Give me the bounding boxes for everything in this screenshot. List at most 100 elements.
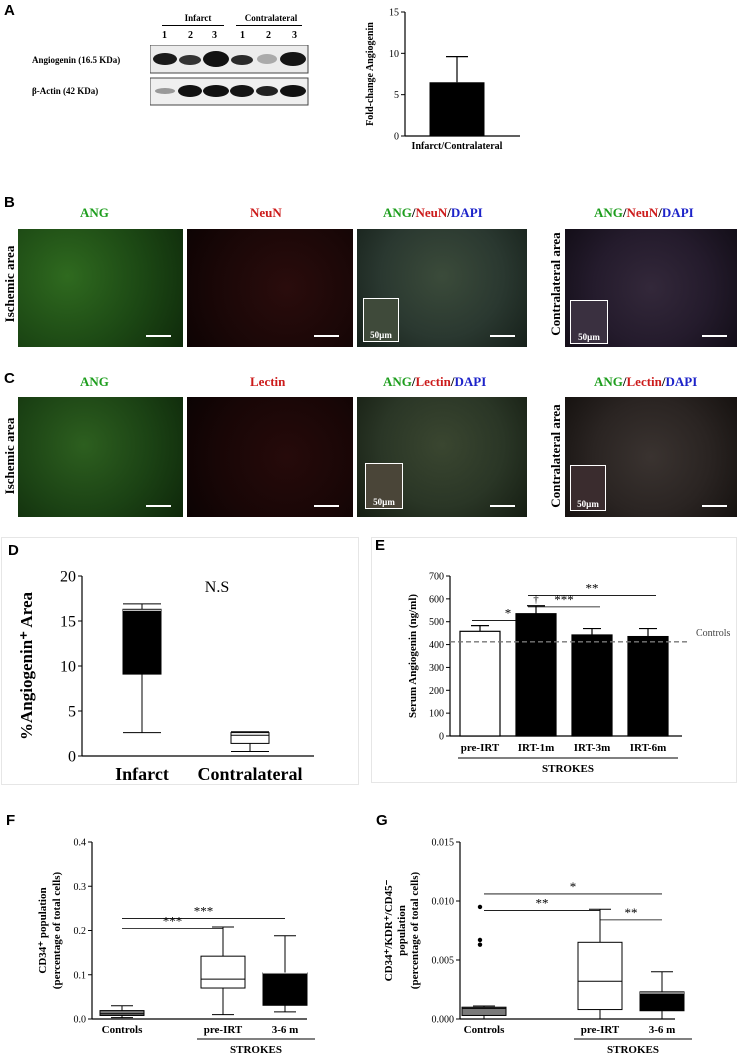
lane-number: 1 (162, 30, 167, 41)
blot-group-contralateral: Contralateral (244, 13, 298, 23)
scale-bar (702, 335, 727, 337)
micro-merge-ischemic-c: 50µm (357, 397, 527, 517)
label-contralateral-area-b: Contralateral area (548, 232, 563, 336)
inset-zoom: 50µm (365, 463, 403, 509)
scale-bar (490, 505, 515, 507)
lane-number: 3 (292, 30, 297, 41)
x-tick-label: pre-IRT (204, 1024, 243, 1036)
scale-bar (146, 335, 171, 337)
scale-bar (490, 335, 515, 337)
lane-number: 3 (212, 30, 217, 41)
scale-bar (146, 505, 171, 507)
lane-number: 2 (188, 30, 193, 41)
y-tick-label: 0.010 (432, 897, 455, 908)
label-lectin: Lectin (250, 374, 286, 389)
y-tick-label: 0.1 (74, 970, 87, 981)
significance-label: ** (536, 895, 549, 910)
bar (459, 630, 501, 737)
x-tick-label: Contralateral (198, 764, 303, 782)
y-tick-label: 5 (68, 704, 76, 721)
label-merge-neun-contra: ANG/NeuN/DAPI (594, 205, 694, 220)
y-tick-label: 5 (394, 90, 399, 101)
significance-label: * (570, 879, 577, 894)
outlier-point (477, 904, 483, 910)
box (230, 732, 270, 744)
inset-zoom: 50µm (570, 300, 608, 344)
blot-row-label-angiogenin: Angiogenin (16.5 KDa) (32, 55, 121, 65)
label-ang: ANG (80, 205, 109, 220)
inset-zoom: 50µm (570, 465, 606, 511)
y-axis-label-line: population (396, 905, 408, 956)
micro-merge-contralateral-c: 50µm (565, 397, 737, 517)
y-axis-label-line: (percentage of total cells) (409, 871, 421, 989)
chart-a-fold-change: 0 5 10 15 Infarct/Contralateral Fold-change A… (365, 8, 520, 152)
x-tick-label: IRT-3m (574, 742, 611, 754)
box (262, 972, 308, 1006)
y-axis-label-line: CD34⁺/KDR⁺/CD45⁻ (383, 879, 395, 981)
y-tick-label: 0 (68, 749, 76, 766)
blot-row-label-actin: β-Actin (42 KDa) (32, 86, 99, 96)
x-tick-label: pre-IRT (581, 1024, 620, 1036)
panel-label-f: F (6, 812, 16, 829)
annotation-ns: N.S (205, 579, 229, 596)
y-axis-label-line2: (percentage of total cells) (51, 871, 63, 989)
significance-label: *** (554, 592, 574, 607)
y-axis-label: Fold-change Angiogenin (365, 22, 376, 126)
y-tick-label: 400 (429, 640, 444, 651)
y-tick-label: 500 (429, 617, 444, 628)
lane-number: 1 (240, 30, 245, 41)
significance-label: ** (586, 580, 599, 595)
x-tick-label: pre-IRT (461, 742, 500, 754)
micro-ang-ischemic-b (18, 229, 183, 347)
panel-label-e: E (375, 537, 386, 554)
outlier-point (477, 937, 483, 943)
y-tick-label: 0.015 (432, 838, 455, 849)
bar (627, 635, 669, 737)
y-tick-label: 0.4 (74, 838, 87, 849)
x-tick-label: Controls (102, 1024, 143, 1036)
y-tick-label: 300 (429, 663, 444, 674)
bar (571, 634, 613, 737)
label-merge-lectin-contra: ANG/Lectin/DAPI (594, 374, 698, 389)
box (639, 991, 685, 1012)
panel-label-b: B (4, 194, 15, 211)
blot-image (150, 45, 309, 106)
group-label: STROKES (607, 1044, 659, 1055)
y-tick-label: 0.2 (74, 926, 87, 937)
box (461, 1006, 507, 1016)
significance-label: *** (194, 904, 214, 919)
x-tick-label: Controls (464, 1024, 505, 1036)
x-tick-label: 3-6 m (272, 1024, 299, 1036)
box (122, 608, 162, 675)
y-tick-label: 20 (60, 569, 76, 586)
y-tick-label: 600 (429, 594, 444, 605)
y-tick-label: 700 (429, 572, 444, 583)
y-axis-label: Serum Angiogenin (ng/ml) (407, 594, 419, 718)
y-tick-label: 10 (389, 49, 399, 60)
significance-label: *** (163, 914, 183, 929)
outlier-point (477, 942, 483, 947)
micro-merge-contralateral-b: 50µm (565, 229, 737, 347)
y-tick-label: 0.3 (74, 882, 87, 893)
scale-bar (702, 505, 727, 507)
chart-d-angiogenin-area: 0 5 10 15 20 Infarct Contralateral N.S %Angiogen… (17, 569, 314, 782)
scale-bar (314, 505, 339, 507)
marker-dagger: † (533, 594, 539, 606)
micro-ang-ischemic-c (18, 397, 183, 517)
label-ischemic-area-c: Ischemic area (2, 417, 17, 495)
panel-label-d: D (8, 542, 19, 559)
y-tick-label: 0.000 (432, 1015, 455, 1026)
x-tick-label: Infarct/Contralateral (412, 141, 503, 152)
micro-merge-ischemic-b: 50µm (357, 229, 527, 347)
blot-group-infarct: Infarct (184, 13, 212, 23)
group-label: STROKES (230, 1044, 282, 1055)
reference-line-label: Controls (696, 628, 731, 639)
micro-neun-ischemic-b (187, 229, 353, 347)
panel-label-c: C (4, 370, 15, 387)
bar (515, 613, 557, 737)
x-tick-label: Infarct (115, 764, 169, 782)
scale-bar (314, 335, 339, 337)
significance-label: * (505, 606, 512, 621)
lane-number: 2 (266, 30, 271, 41)
x-tick-label: IRT-1m (518, 742, 555, 754)
